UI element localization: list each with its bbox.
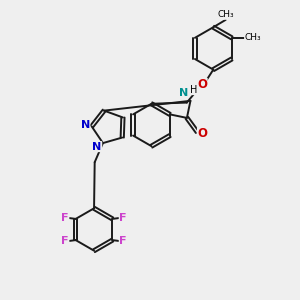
Text: F: F	[119, 212, 127, 223]
Text: O: O	[197, 127, 208, 140]
Text: O: O	[197, 78, 207, 92]
Text: F: F	[119, 236, 127, 247]
Text: CH₃: CH₃	[218, 10, 234, 19]
Text: N: N	[92, 142, 102, 152]
Text: F: F	[61, 212, 69, 223]
Text: H: H	[190, 85, 197, 94]
Text: F: F	[61, 236, 69, 247]
Text: CH₃: CH₃	[244, 33, 261, 42]
Text: N: N	[81, 120, 90, 130]
Text: N: N	[179, 88, 189, 98]
